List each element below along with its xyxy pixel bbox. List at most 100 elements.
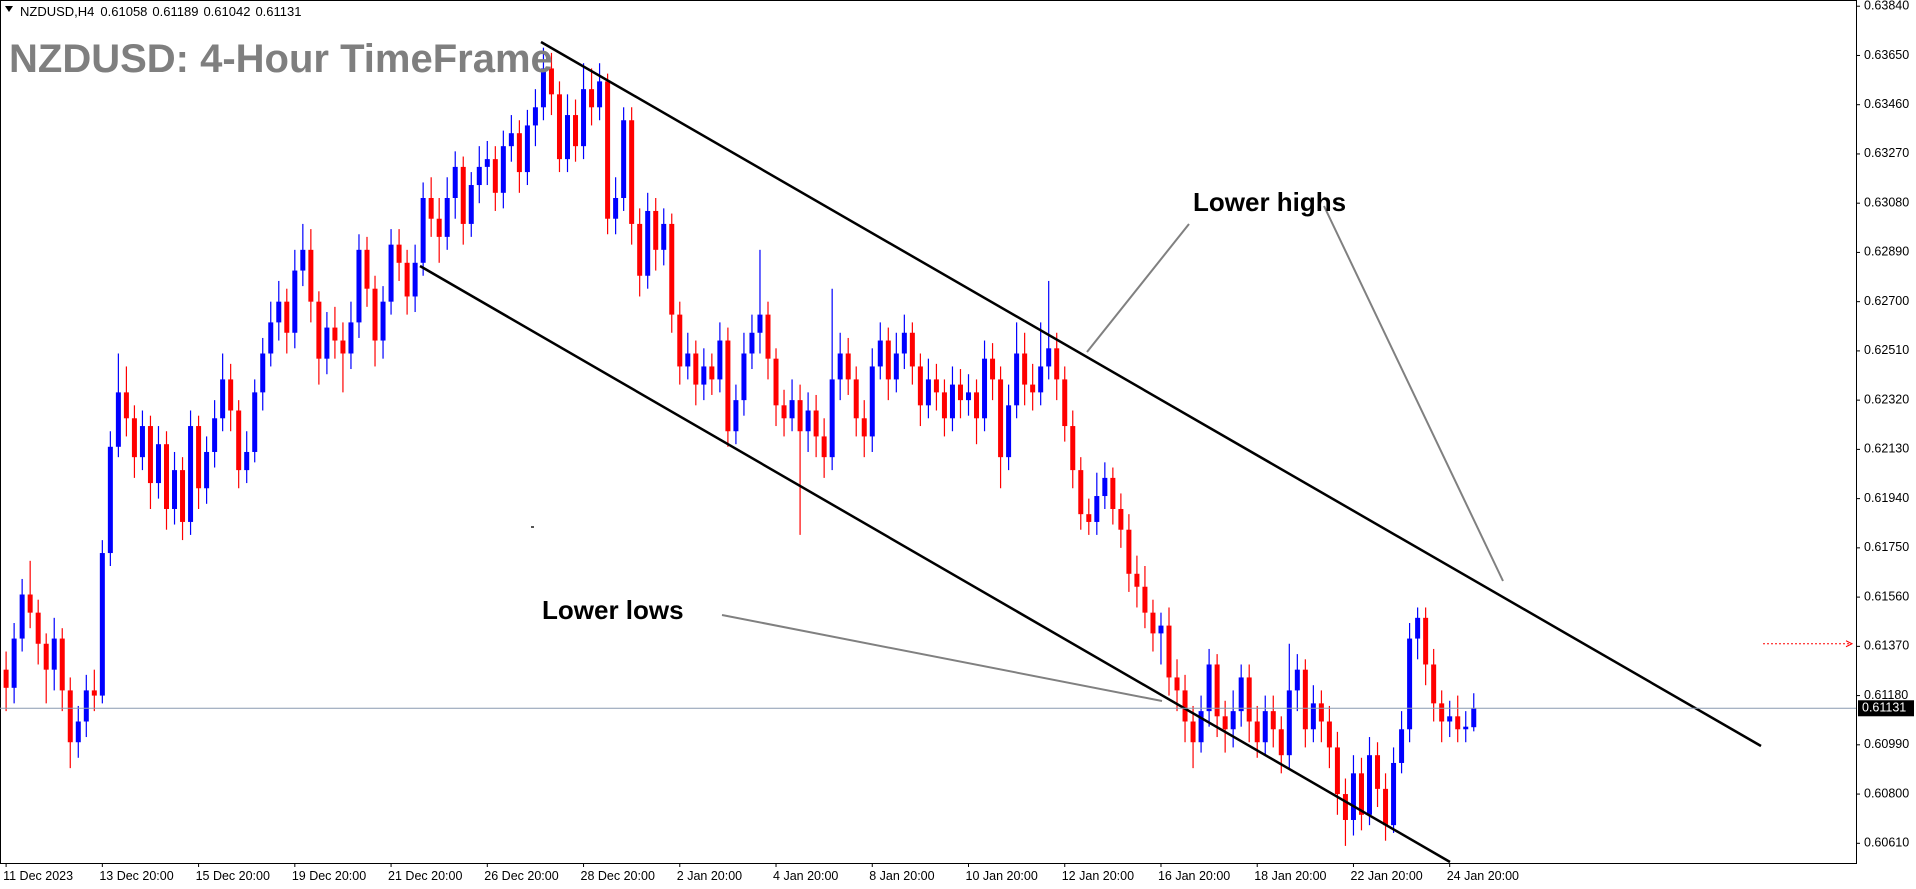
- y-tick-label: 0.63460: [1864, 97, 1909, 111]
- candle-body: [3, 669, 9, 688]
- candle-body: [901, 332, 907, 354]
- candle-body: [701, 366, 707, 385]
- candle-body: [332, 327, 338, 341]
- candle-body: [1471, 708, 1477, 728]
- candle-body: [941, 392, 947, 419]
- candle-body: [548, 68, 554, 95]
- candle-body: [484, 159, 490, 167]
- candle-body: [717, 340, 723, 380]
- y-tick-label: 0.63270: [1864, 146, 1909, 160]
- candle-body: [1286, 690, 1292, 756]
- candle-body: [725, 340, 731, 432]
- candle-body: [204, 451, 210, 489]
- y-tick-label: 0.62130: [1864, 442, 1909, 456]
- candle-body: [51, 638, 57, 670]
- candle-body: [500, 146, 506, 193]
- candle-body: [693, 353, 699, 385]
- header-arrow: [5, 6, 13, 12]
- candle-body: [300, 249, 306, 271]
- candle-body: [709, 366, 715, 380]
- candle-body: [845, 353, 851, 380]
- y-tick-label: 0.60610: [1864, 836, 1909, 850]
- candle-body: [340, 340, 346, 354]
- candle-body: [1118, 508, 1124, 530]
- x-tick-label: 26 Dec 20:00: [484, 869, 558, 883]
- candle-body: [861, 418, 867, 437]
- candle-body: [637, 223, 643, 276]
- candle-body: [1399, 729, 1405, 763]
- candle-body: [589, 89, 595, 108]
- candle-body: [1310, 703, 1316, 730]
- candle-body: [252, 392, 258, 452]
- candle-body: [388, 244, 394, 302]
- candle-body: [1391, 762, 1397, 826]
- y-tick-label: 0.62510: [1864, 343, 1909, 357]
- candle-body: [276, 301, 282, 323]
- candle-body: [1054, 348, 1060, 380]
- upper-trend-line: [540, 40, 1762, 748]
- x-tick-label: 28 Dec 20:00: [581, 869, 655, 883]
- candle-body: [524, 125, 530, 173]
- candle-body: [669, 223, 675, 315]
- candle-body: [781, 405, 787, 419]
- candle-body: [1375, 755, 1381, 789]
- x-tick-label: 12 Jan 20:00: [1062, 869, 1134, 883]
- chart-title: NZDUSD: 4-Hour TimeFrame: [9, 37, 553, 81]
- candle-body: [236, 410, 242, 471]
- y-tick-label: 0.63080: [1864, 195, 1909, 209]
- candle-body: [131, 418, 137, 458]
- candle-body: [917, 366, 923, 406]
- y-tick-label: 0.62320: [1864, 392, 1909, 406]
- candle-body: [1334, 747, 1340, 795]
- candle-body: [982, 358, 988, 419]
- x-tick-label: 15 Dec 20:00: [196, 869, 270, 883]
- candle-body: [380, 301, 386, 341]
- plot-frame: [0, 0, 1857, 864]
- candle-body: [1254, 721, 1260, 743]
- candle-body: [260, 353, 266, 393]
- stray-dot: [531, 526, 534, 528]
- candle-body: [115, 392, 121, 447]
- candle-body: [220, 379, 226, 419]
- candle-body: [1134, 573, 1140, 587]
- candle-body: [91, 690, 97, 696]
- candle-body: [155, 444, 161, 484]
- candle-body: [998, 379, 1004, 458]
- symbol: NZDUSD,H4: [20, 4, 94, 19]
- candle-body: [1022, 353, 1028, 385]
- chart-header: NZDUSD,H4 0.61058 0.61189 0.61042 0.61131: [20, 4, 301, 19]
- candle-body: [27, 594, 33, 613]
- candle-body: [789, 400, 795, 419]
- x-tick-label: 18 Jan 20:00: [1254, 869, 1326, 883]
- candle-body: [1302, 669, 1308, 730]
- candle-body: [597, 81, 603, 108]
- candle-body: [1174, 677, 1180, 691]
- candle-body: [284, 301, 290, 333]
- y-tick-label: 0.62890: [1864, 245, 1909, 259]
- candle-body: [1190, 721, 1196, 743]
- candle-body: [1342, 794, 1348, 820]
- x-tick-label: 13 Dec 20:00: [99, 869, 173, 883]
- candle-body: [164, 444, 169, 509]
- candle-body: [147, 426, 153, 484]
- candle-body: [1166, 625, 1172, 678]
- candle-body: [749, 332, 755, 354]
- candle-body: [180, 470, 186, 522]
- candle-body: [67, 690, 73, 743]
- candle-body: [613, 197, 619, 219]
- candle-body: [1423, 617, 1429, 665]
- candle-body: [1326, 721, 1332, 748]
- x-tick-label: 4 Jan 20:00: [773, 869, 838, 883]
- candle-body: [364, 249, 370, 289]
- candle-body: [1078, 470, 1084, 515]
- candle-body: [292, 270, 298, 333]
- candle-body: [420, 197, 426, 263]
- candle-body: [885, 340, 891, 380]
- x-tick-label: 8 Jan 20:00: [869, 869, 934, 883]
- candle-body: [1350, 773, 1356, 820]
- candle-body: [685, 353, 691, 367]
- candle-body: [83, 690, 89, 722]
- candle-body: [556, 94, 562, 160]
- candle-body: [212, 418, 218, 452]
- candle-body: [909, 332, 915, 367]
